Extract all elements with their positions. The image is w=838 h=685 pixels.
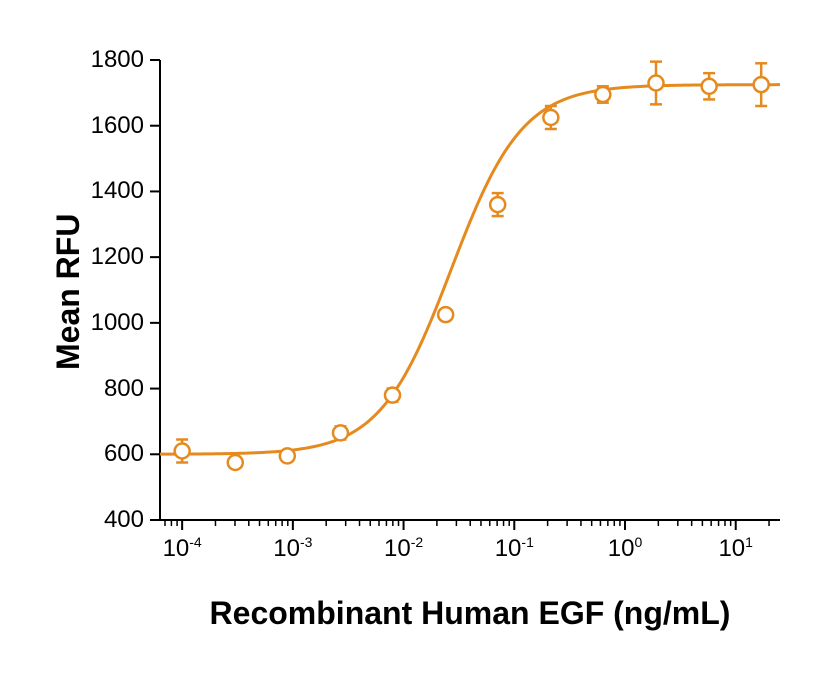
y-tick-label: 600 — [104, 440, 144, 468]
x-axis-title: Recombinant Human EGF (ng/mL) — [160, 595, 780, 632]
y-tick-label: 1400 — [91, 177, 144, 205]
x-tick-label: 100 — [608, 534, 643, 563]
y-tick-label: 800 — [104, 375, 144, 403]
x-tick-label: 10-1 — [495, 534, 534, 563]
x-tick-label: 10-4 — [163, 534, 202, 563]
y-tick-label: 1800 — [91, 46, 144, 74]
page-root: { "chart": { "type": "dose-response-scat… — [0, 0, 838, 685]
y-tick-label: 1600 — [91, 112, 144, 140]
plot-area — [160, 60, 780, 520]
x-tick-label: 101 — [718, 534, 753, 563]
y-tick-label: 1200 — [91, 243, 144, 271]
y-tick-label: 1000 — [91, 309, 144, 337]
chart-svg — [160, 60, 780, 520]
x-tick-label: 10-3 — [273, 534, 312, 563]
y-axis-title: Mean RFU — [50, 214, 87, 370]
x-tick-label: 10-2 — [384, 534, 423, 563]
y-tick-label: 400 — [104, 506, 144, 534]
